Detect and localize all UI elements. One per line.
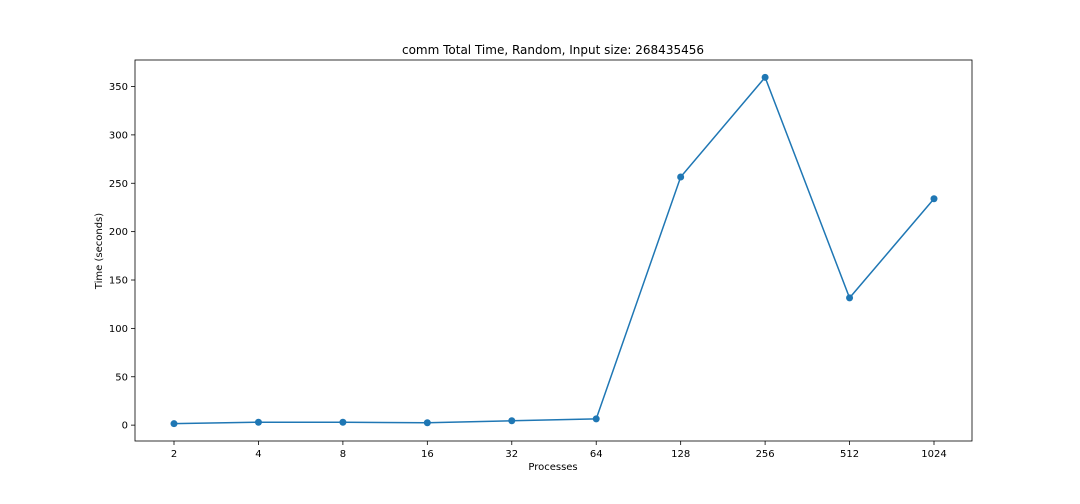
y-axis-label: Time (seconds) bbox=[94, 213, 105, 290]
data-point bbox=[592, 415, 600, 423]
plot-frame bbox=[134, 59, 973, 442]
data-point bbox=[930, 195, 938, 203]
x-tick-label: 64 bbox=[590, 449, 603, 460]
y-tick-label: 100 bbox=[109, 324, 128, 335]
y-tick-label: 150 bbox=[109, 276, 128, 287]
x-tick-label: 256 bbox=[756, 449, 775, 460]
data-point bbox=[170, 420, 178, 428]
y-tick-label: 200 bbox=[109, 227, 128, 238]
x-axis-label: Processes bbox=[528, 462, 577, 473]
y-tick-label: 0 bbox=[122, 421, 128, 432]
chart-title: comm Total Time, Random, Input size: 268… bbox=[402, 43, 704, 57]
x-tick-label: 1024 bbox=[921, 449, 946, 460]
y-tick-label: 50 bbox=[115, 372, 128, 383]
data-point bbox=[339, 418, 347, 426]
data-point bbox=[423, 419, 431, 427]
x-axis: 2 4 8 16 32 64 128 256 512 1024 bbox=[171, 441, 947, 460]
series-layer bbox=[170, 73, 938, 428]
x-tick-label: 8 bbox=[340, 449, 346, 460]
data-point bbox=[508, 417, 516, 425]
data-point bbox=[846, 294, 854, 302]
data-point bbox=[677, 173, 685, 181]
x-tick-label: 2 bbox=[171, 449, 177, 460]
x-tick-label: 128 bbox=[671, 449, 690, 460]
data-point bbox=[761, 73, 769, 81]
series-line bbox=[173, 75, 935, 425]
y-tick-label: 250 bbox=[109, 179, 128, 190]
y-axis: 0 50 100 150 200 250 300 350 bbox=[109, 82, 135, 432]
x-tick-label: 32 bbox=[505, 449, 518, 460]
y-tick-label: 350 bbox=[109, 82, 128, 93]
x-tick-label: 512 bbox=[840, 449, 859, 460]
y-tick-label: 300 bbox=[109, 130, 128, 141]
x-tick-label: 16 bbox=[421, 449, 434, 460]
x-tick-label: 4 bbox=[255, 449, 261, 460]
data-point bbox=[254, 418, 262, 426]
